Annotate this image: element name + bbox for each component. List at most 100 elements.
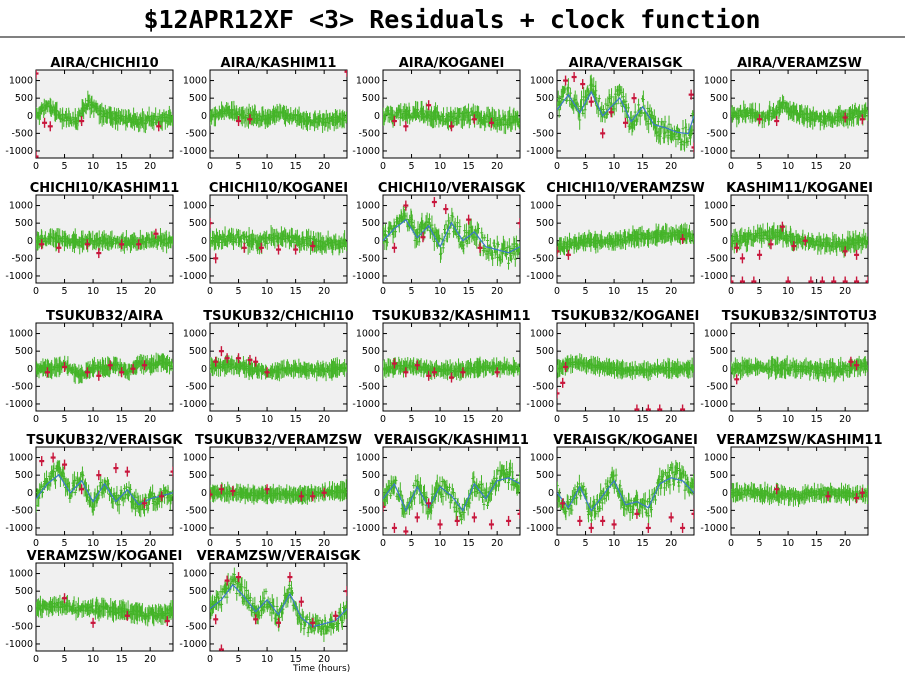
x-tick-label: 0 [380,286,386,297]
x-tick-label: 5 [409,161,415,172]
y-tick-label: 500 [15,346,33,357]
x-tick-label: 10 [782,286,794,297]
clock-function-line [383,218,520,254]
x-tick-label: 10 [261,414,273,425]
y-tick-label: -1000 [5,399,33,410]
y-tick-label: 1000 [356,201,380,212]
y-tick-label: -500 [706,128,728,139]
clock-function-line [557,90,694,135]
y-tick-label: -1000 [700,146,728,157]
y-tick-label: 500 [362,218,380,229]
points-group [557,222,694,260]
x-tick-label: 15 [290,161,302,172]
x-tick-label: 0 [207,414,213,425]
y-tick-label: 0 [27,364,33,375]
x-tick-label: 20 [491,161,503,172]
x-tick-label: 15 [811,286,823,297]
y-tick-label: 500 [15,218,33,229]
x-tick-label: 10 [434,286,446,297]
x-tick-label: 0 [554,161,560,172]
y-tick-label: 500 [362,346,380,357]
y-tick-label: 1000 [183,329,207,340]
x-tick-label: 5 [236,161,242,172]
x-tick-label: 5 [236,414,242,425]
x-tick-label: 20 [839,286,851,297]
panel-title: AIRA/CHICHI10 [50,56,158,71]
x-tick-label: 10 [434,161,446,172]
x-tick-label: 15 [463,286,475,297]
x-tick-label: 5 [409,414,415,425]
points-group [383,356,520,383]
y-tick-label: -500 [11,253,33,264]
y-tick-label: -1000 [700,271,728,282]
points-group [731,94,868,131]
y-tick-label: 0 [27,236,33,247]
x-tick-label: 0 [554,286,560,297]
x-tick-label: 10 [87,286,99,297]
panel-title: TSUKUB32/KASHIM11 [372,309,530,324]
x-tick-label: 20 [144,414,156,425]
x-tick-label: 0 [207,161,213,172]
x-tick-label: 15 [116,414,128,425]
y-tick-label: 0 [374,364,380,375]
panel-title: KASHIM11/KOGANEI [726,181,873,196]
x-tick-label: 20 [665,161,677,172]
x-tick-label: 15 [290,414,302,425]
panel-title: TSUKUB32/CHICHI10 [203,309,354,324]
y-tick-label: 0 [374,111,380,122]
x-tick-label: 5 [62,414,68,425]
x-tick-label: 10 [261,161,273,172]
x-tick-label: 5 [757,161,763,172]
x-tick-label: 10 [782,161,794,172]
points-group [210,346,347,382]
y-tick-label: -500 [706,253,728,264]
y-tick-label: 1000 [183,201,207,212]
x-tick-label: 15 [463,414,475,425]
x-tick-label: 10 [87,414,99,425]
y-tick-label: -500 [532,128,554,139]
x-tick-label: 15 [116,286,128,297]
x-tick-label: 0 [380,414,386,425]
x-tick-label: 15 [290,286,302,297]
x-tick-label: 20 [491,286,503,297]
points-group [36,228,173,259]
x-tick-label: 15 [637,286,649,297]
y-tick-label: -500 [11,128,33,139]
y-tick-label: -500 [185,381,207,392]
panel-title: AIRA/KOGANEI [399,56,505,71]
x-tick-label: 10 [87,161,99,172]
points-group [731,221,868,283]
x-tick-label: 10 [608,161,620,172]
y-tick-label: -500 [185,253,207,264]
x-tick-label: 0 [207,286,213,297]
x-tick-label: 15 [637,161,649,172]
y-tick-label: 1000 [9,329,33,340]
x-tick-label: 10 [608,286,620,297]
y-tick-label: 0 [722,236,728,247]
y-tick-label: 0 [201,111,207,122]
x-tick-label: 0 [33,286,39,297]
y-tick-label: -1000 [352,271,380,282]
y-tick-label: -1000 [526,146,554,157]
y-tick-label: 1000 [530,76,554,87]
y-tick-label: 0 [27,111,33,122]
x-tick-label: 20 [491,414,503,425]
y-tick-label: 0 [548,236,554,247]
y-tick-label: -1000 [179,399,207,410]
x-tick-label: 5 [236,286,242,297]
figure-title: $12APR12XF <3> Residuals + clock functio… [143,5,760,34]
panel-title: AIRA/VERAMZSW [737,56,862,71]
x-tick-label: 0 [33,414,39,425]
panel-title: CHICHI10/KASHIM11 [30,181,180,196]
y-tick-label: -1000 [179,146,207,157]
y-tick-label: 1000 [356,329,380,340]
panel-title: CHICHI10/VERAISGK [378,181,526,196]
x-tick-label: 10 [434,414,446,425]
points-group [383,197,520,270]
